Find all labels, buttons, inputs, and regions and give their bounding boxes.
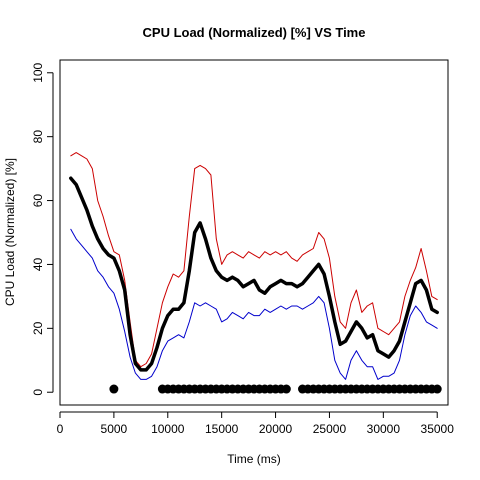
x-tick-label: 20000 <box>259 422 293 436</box>
y-axis-label: CPU Load (Normalized) [%] <box>3 158 17 306</box>
x-tick-label: 5000 <box>101 422 128 436</box>
x-tick-label: 10000 <box>151 422 185 436</box>
y-tick-label: 0 <box>31 389 45 396</box>
chart-title: CPU Load (Normalized) [%] VS Time <box>143 25 366 40</box>
x-tick-label: 30000 <box>367 422 401 436</box>
marker-series-point <box>281 384 291 394</box>
x-tick-label: 0 <box>57 422 64 436</box>
lower-bound-series-line <box>70 228 438 380</box>
plot-area: 0 5000 10000 15000 20000 25000 30000 35000 0 20 40… <box>31 62 454 436</box>
x-tick-label: 35000 <box>421 422 455 436</box>
y-tick-label: 40 <box>31 257 45 271</box>
x-tick-label: 15000 <box>205 422 239 436</box>
plot-frame <box>59 59 449 406</box>
y-tick-label: 20 <box>31 321 45 335</box>
marker-series-point <box>432 384 442 394</box>
marker-series-point <box>109 384 119 394</box>
mean-series-line <box>69 176 439 372</box>
y-tick-label: 60 <box>31 194 45 208</box>
x-tick-label: 25000 <box>313 422 347 436</box>
x-axis-label: Time (ms) <box>227 452 281 466</box>
y-tick-label: 100 <box>31 62 45 82</box>
y-tick-label: 80 <box>31 130 45 144</box>
